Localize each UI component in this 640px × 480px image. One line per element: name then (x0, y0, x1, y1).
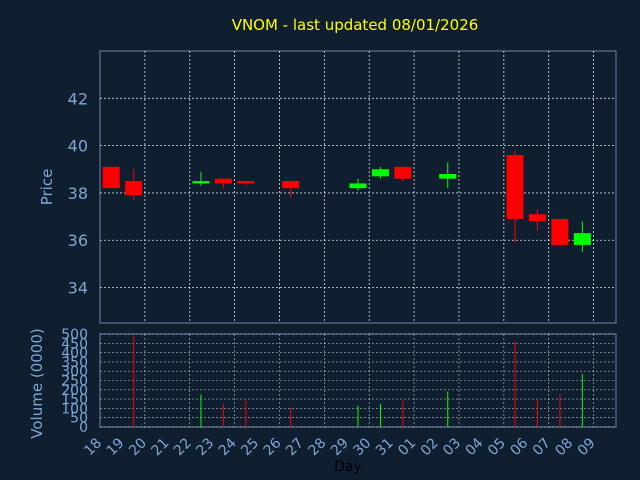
candle-body (349, 183, 367, 189)
volume-tick-label: 150 (61, 392, 88, 408)
x-tick-label: 18 (81, 435, 105, 459)
candle-body (528, 214, 546, 222)
volume-tick-label: 500 (61, 327, 88, 343)
price-axis-label: Price (38, 169, 56, 206)
x-tick-label: 23 (193, 435, 217, 459)
x-tick-label: 19 (104, 435, 128, 459)
x-tick-label: 26 (261, 435, 285, 459)
candle-body (371, 169, 389, 177)
candle-body (394, 166, 412, 179)
price-frame (99, 50, 617, 324)
volume-tick-label: 50 (70, 411, 88, 427)
x-tick-label: 09 (575, 435, 599, 459)
volume-axis-label: Volume (0000) (28, 328, 46, 438)
candle-body (192, 181, 210, 184)
x-tick-label: 08 (552, 435, 576, 459)
volume-tick-label: 350 (61, 355, 88, 371)
volume-tick-label: 450 (61, 336, 88, 352)
x-tick-label: 24 (216, 435, 240, 459)
volume-tick-label: 300 (61, 364, 88, 380)
price-panel: 34 36 38 40 42 Price (38, 50, 617, 324)
volume-tick-label: 200 (61, 383, 88, 399)
price-tick-label: 38 (68, 184, 88, 203)
x-tick-label: 03 (440, 435, 464, 459)
volume-tick-label: 0 (79, 420, 88, 436)
x-tick-label: 02 (418, 435, 442, 459)
price-tick-label: 34 (68, 279, 88, 298)
volume-tick-label: 400 (61, 346, 88, 362)
x-tick-label: 31 (373, 435, 397, 459)
volume-tick-label: 250 (61, 374, 88, 390)
x-tick-label: 05 (485, 435, 509, 459)
chart-title: VNOM - last updated 08/01/2026 (232, 16, 479, 34)
x-tick-label: 22 (171, 435, 195, 459)
candle-body (282, 181, 300, 189)
candle-body (551, 218, 569, 245)
price-tick-label: 36 (68, 231, 88, 250)
candle-body (102, 166, 120, 189)
x-tick-label: 28 (306, 435, 330, 459)
x-tick-label: 04 (463, 435, 487, 459)
candle-body (506, 155, 524, 219)
price-tick-label: 42 (68, 89, 88, 108)
x-tick-label: 30 (350, 435, 374, 459)
x-tick-label: 20 (126, 435, 150, 459)
x-tick-label: 06 (507, 435, 531, 459)
x-tick-label: 25 (238, 435, 262, 459)
candle-body (573, 233, 591, 245)
x-tick-label: 01 (395, 435, 419, 459)
price-tick-label: 40 (68, 137, 88, 156)
candle-body (439, 173, 457, 179)
x-tick-label: 07 (530, 435, 554, 459)
candle-body (237, 181, 255, 184)
x-axis-label: Day (334, 459, 362, 475)
x-tick-label: 27 (283, 435, 307, 459)
candle-body (214, 178, 232, 184)
x-tick-label: 29 (328, 435, 352, 459)
candle-body (125, 181, 143, 196)
volume-tick-label: 100 (61, 401, 88, 417)
x-tick-label: 21 (149, 435, 173, 459)
